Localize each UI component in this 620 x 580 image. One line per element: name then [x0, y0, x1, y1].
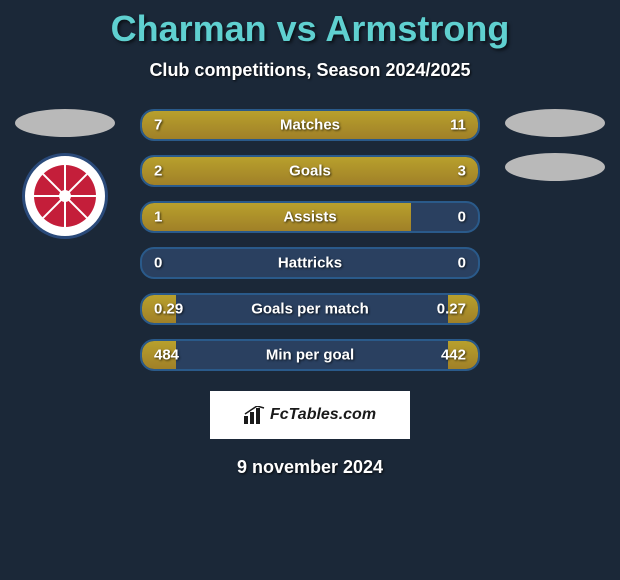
stat-left-value: 7 [154, 117, 162, 134]
stat-right-value: 0 [458, 209, 466, 226]
stat-row: 2 3 Goals [140, 155, 480, 187]
stat-label: Hattricks [278, 255, 342, 272]
branding-text: FcTables.com [270, 406, 376, 424]
stat-row: 1 0 Assists [140, 201, 480, 233]
right-competition-badge-1 [505, 109, 605, 137]
stat-right-value: 0.27 [437, 301, 466, 318]
stats-panel: 7 11 Matches 2 3 Goals 1 0 Assists 0 0 Hattricks 0.2… [140, 109, 480, 371]
stat-right-value: 11 [450, 117, 466, 134]
date-label: 9 november 2024 [0, 457, 620, 478]
right-player-badges [500, 109, 610, 197]
stat-label: Goals per match [251, 301, 369, 318]
stat-right-value: 442 [441, 347, 466, 364]
chart-icon [244, 406, 266, 424]
stat-right-value: 0 [458, 255, 466, 272]
stat-row: 7 11 Matches [140, 109, 480, 141]
comparison-card: Charman vs Armstrong Club competitions, … [0, 0, 620, 478]
stat-left-value: 484 [154, 347, 179, 364]
stat-fill-left [142, 203, 411, 231]
stat-label: Goals [289, 163, 331, 180]
club-wheel-icon [34, 165, 96, 227]
stat-row: 0 0 Hattricks [140, 247, 480, 279]
stat-left-value: 1 [154, 209, 162, 226]
left-player-badges [10, 109, 120, 239]
left-club-logo [22, 153, 108, 239]
stat-left-value: 2 [154, 163, 162, 180]
stat-label: Assists [283, 209, 336, 226]
subtitle: Club competitions, Season 2024/2025 [0, 60, 620, 81]
page-title: Charman vs Armstrong [0, 8, 620, 50]
left-competition-badge-1 [15, 109, 115, 137]
branding-badge: FcTables.com [210, 391, 410, 439]
stat-label: Min per goal [266, 347, 354, 364]
stat-label: Matches [280, 117, 340, 134]
main-area: 7 11 Matches 2 3 Goals 1 0 Assists 0 0 Hattricks 0.2… [0, 109, 620, 379]
stat-left-value: 0 [154, 255, 162, 272]
stat-left-value: 0.29 [154, 301, 183, 318]
stat-row: 0.29 0.27 Goals per match [140, 293, 480, 325]
stat-row: 484 442 Min per goal [140, 339, 480, 371]
right-competition-badge-2 [505, 153, 605, 181]
stat-right-value: 3 [458, 163, 466, 180]
